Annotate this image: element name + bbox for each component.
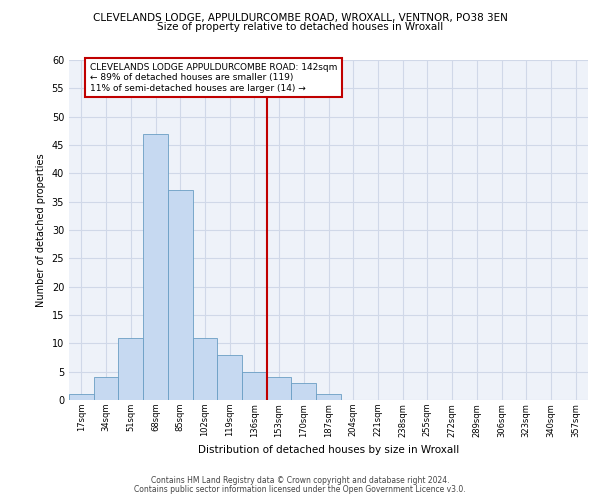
Text: Size of property relative to detached houses in Wroxall: Size of property relative to detached ho… bbox=[157, 22, 443, 32]
Bar bbox=[242, 372, 267, 400]
Bar bbox=[94, 378, 118, 400]
Y-axis label: Number of detached properties: Number of detached properties bbox=[36, 153, 46, 307]
Text: Contains HM Land Registry data © Crown copyright and database right 2024.: Contains HM Land Registry data © Crown c… bbox=[151, 476, 449, 485]
Bar bbox=[316, 394, 341, 400]
Bar bbox=[217, 354, 242, 400]
Bar bbox=[292, 383, 316, 400]
Bar bbox=[193, 338, 217, 400]
Bar bbox=[168, 190, 193, 400]
Text: CLEVELANDS LODGE, APPULDURCOMBE ROAD, WROXALL, VENTNOR, PO38 3EN: CLEVELANDS LODGE, APPULDURCOMBE ROAD, WR… bbox=[92, 12, 508, 22]
Text: Contains public sector information licensed under the Open Government Licence v3: Contains public sector information licen… bbox=[134, 485, 466, 494]
Bar bbox=[267, 378, 292, 400]
Bar bbox=[118, 338, 143, 400]
Bar bbox=[143, 134, 168, 400]
Text: CLEVELANDS LODGE APPULDURCOMBE ROAD: 142sqm
← 89% of detached houses are smaller: CLEVELANDS LODGE APPULDURCOMBE ROAD: 142… bbox=[90, 63, 337, 92]
X-axis label: Distribution of detached houses by size in Wroxall: Distribution of detached houses by size … bbox=[198, 445, 459, 455]
Bar bbox=[69, 394, 94, 400]
